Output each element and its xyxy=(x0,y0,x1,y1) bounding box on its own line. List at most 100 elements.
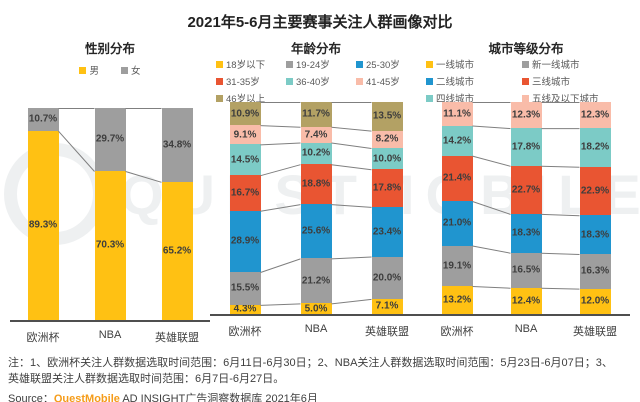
panel-title: 城市等级分布 xyxy=(488,42,564,56)
bar-segment: 70.3% xyxy=(94,170,126,320)
footnote-line1: 注：1、欧洲杯关注人群数据选取时间范围：6月11日-6月30日；2、NBA关注人… xyxy=(8,357,613,369)
bar-segment: 17.8% xyxy=(371,169,403,207)
bar-segment: 9.1% xyxy=(229,125,261,145)
data-label: 16.7% xyxy=(230,187,260,199)
legend-label: 女 xyxy=(131,66,141,77)
bar-segment: 13.2% xyxy=(441,286,473,314)
bar-segment: 21.4% xyxy=(441,155,473,202)
legend-label: 25-30岁 xyxy=(366,60,400,71)
data-label: 89.3% xyxy=(28,219,58,231)
legend-label: 四线城市 xyxy=(436,94,475,102)
bar-segment: 16.3% xyxy=(579,254,611,289)
footnote-line2: 英雄联盟关注人群数据选取时间范围：6月7日-6月27日。 xyxy=(8,372,285,385)
data-label: 14.5% xyxy=(230,154,260,166)
data-label: 11.1% xyxy=(443,108,471,120)
data-label: 13.5% xyxy=(372,110,402,122)
bar-segment: 4.3% xyxy=(229,303,261,315)
category-label: 英雄联盟 xyxy=(573,326,617,338)
data-label: 12.3% xyxy=(580,109,610,121)
source-suffix: AD INSIGHT广告洞察数据库 2021年6月 xyxy=(119,393,318,402)
stacked-bar: 7.1% 20.0% 23.4% 17.8% 10.0% 8.2% 13.5% xyxy=(371,102,403,314)
bar-segment: 10.2% xyxy=(300,142,332,165)
bar-segment: 5.0% xyxy=(300,303,332,315)
legend-swatch-icon xyxy=(426,60,433,68)
data-label: 19.1% xyxy=(442,260,472,272)
data-label: 12.3% xyxy=(511,109,541,121)
legend-item: 三线城市 xyxy=(522,74,630,88)
legend-swatch-icon xyxy=(426,94,433,102)
legend-item: 新一线城市 xyxy=(522,57,630,71)
bar-segment: 18.2% xyxy=(579,128,611,167)
data-label: 10.9% xyxy=(230,108,260,120)
data-label: 14.2% xyxy=(442,135,472,147)
legend-swatch-icon xyxy=(522,77,529,85)
source-line: Source：QuestMobile AD INSIGHT广告洞察数据库 202… xyxy=(8,392,632,402)
stacked-bar: 13.2% 19.1% 21.0% 21.4% 14.2% 11.1% xyxy=(441,102,473,314)
data-label: 13.2% xyxy=(442,294,472,306)
legend-item: 41-45岁 xyxy=(356,74,422,88)
category-label: 欧洲杯 xyxy=(440,326,474,338)
legend-item: 一线城市 xyxy=(426,57,522,71)
page-title: 2021年5-6月主要赛事关注人群画像对比 xyxy=(187,14,453,31)
data-label: 7.4% xyxy=(304,129,328,141)
panel-city-tier-distribution: 城市等级分布 一线城市 新一线城市 二线城市 三线城市 四线城市 五线及以下城市 13.2… xyxy=(422,32,630,347)
data-label: 29.7% xyxy=(95,133,125,145)
data-label: 12.0% xyxy=(580,295,610,307)
legend-swatch-icon xyxy=(216,94,223,102)
category-labels: 欧洲杯 NBA 英雄联盟 xyxy=(422,323,630,341)
data-label: 10.0% xyxy=(372,153,402,165)
legend-item: 31-35岁 xyxy=(216,74,286,88)
bar-segment: 34.8% xyxy=(161,108,193,182)
bar-segment: 14.5% xyxy=(229,144,261,176)
category-label: 英雄联盟 xyxy=(365,326,409,338)
bar-segment: 14.2% xyxy=(441,125,473,156)
bar-segment: 16.5% xyxy=(510,252,542,288)
panel-title: 年龄分布 xyxy=(290,42,341,56)
bar-segment: 65.2% xyxy=(161,181,193,320)
bar-segment: 18.8% xyxy=(300,164,332,205)
legend-label: 46岁以上 xyxy=(226,94,266,102)
data-label: 12.4% xyxy=(511,295,541,307)
bar-segment: 7.4% xyxy=(300,126,332,143)
legend-swatch-icon xyxy=(79,66,87,74)
bar-segment: 7.1% xyxy=(371,298,403,314)
stacked-bar-chart: 4.3% 15.5% 28.9% 16.7% 14.5% 9.1% 10.9% 5.0% 21.… xyxy=(210,102,422,316)
legend-swatch-icon xyxy=(216,60,223,68)
data-label: 22.7% xyxy=(511,184,541,196)
bar-segment: 11.1% xyxy=(441,102,473,126)
stacked-bar: 70.3% 29.7% xyxy=(94,108,126,320)
legend-label: 18岁以下 xyxy=(226,60,266,71)
legend-label: 31-35岁 xyxy=(226,77,260,88)
bar-segment: 16.7% xyxy=(229,175,261,211)
data-label: 18.3% xyxy=(511,227,541,239)
data-label: 20.0% xyxy=(372,272,402,284)
stacked-bar: 12.4% 16.5% 18.3% 22.7% 17.8% 12.3% xyxy=(510,102,542,314)
data-label: 18.8% xyxy=(301,178,331,190)
legend-item: 二线城市 xyxy=(426,74,522,88)
legend-item: 25-30岁 xyxy=(356,57,422,71)
data-label: 4.3% xyxy=(233,303,257,315)
category-label: NBA xyxy=(304,323,328,335)
bar-segment: 22.7% xyxy=(510,165,542,214)
data-label: 18.3% xyxy=(580,229,610,241)
legend: 一线城市 新一线城市 二线城市 三线城市 四线城市 五线及以下城市 xyxy=(422,55,630,102)
data-label: 5.0% xyxy=(304,303,328,315)
connector-lines xyxy=(58,108,162,183)
legend-item: 36-40岁 xyxy=(286,74,356,88)
legend-item: 男 xyxy=(79,63,99,77)
bar-segment: 13.5% xyxy=(371,102,403,131)
bar-segment: 22.9% xyxy=(579,166,611,216)
data-label: 8.2% xyxy=(375,133,399,145)
footnote: 注：1、欧洲杯关注人群数据选取时间范围：6月11日-6月30日；2、NBA关注人… xyxy=(8,356,632,387)
legend-label: 19-24岁 xyxy=(296,60,330,71)
data-label: 18.2% xyxy=(580,141,610,153)
bar-segment: 15.5% xyxy=(229,271,261,305)
stacked-bar: 89.3% 10.7% xyxy=(27,108,59,320)
bar-segment: 89.3% xyxy=(27,130,59,320)
data-label: 15.5% xyxy=(230,282,260,294)
data-label: 65.2% xyxy=(162,245,192,257)
bar-segment: 21.0% xyxy=(441,201,473,246)
bar-segment: 19.1% xyxy=(441,245,473,287)
source-brand: QuestMobile xyxy=(53,393,120,402)
